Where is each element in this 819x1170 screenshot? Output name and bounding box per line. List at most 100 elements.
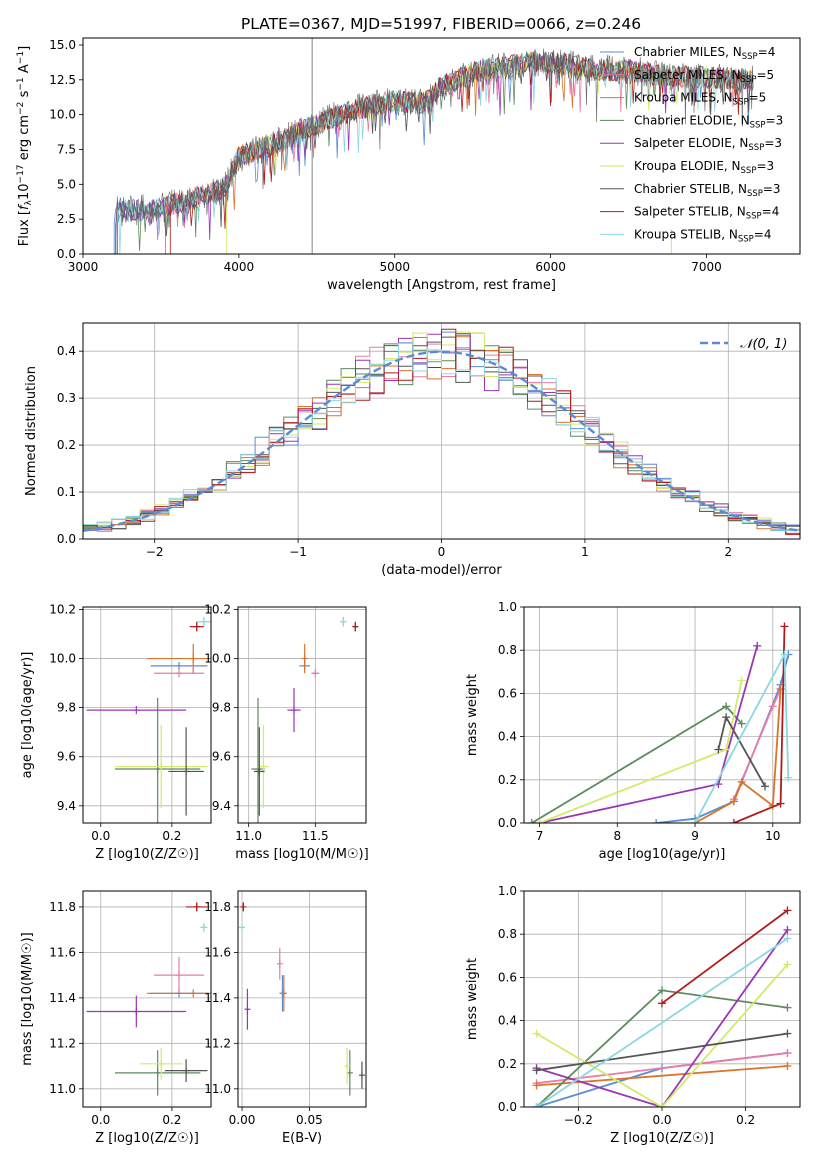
y-tick-label: 11.2 — [49, 1036, 76, 1050]
axes-frame — [82, 606, 212, 824]
errorbar-point — [346, 1050, 353, 1096]
mass-weight-marker — [783, 1003, 792, 1012]
y-axis-label: age [log10(age/yr)] — [20, 652, 35, 779]
axes-frame — [82, 322, 801, 540]
mass-weight-series — [661, 909, 789, 1005]
errorbar-point — [150, 661, 208, 670]
y-tick-label: 0.2 — [498, 1057, 517, 1071]
residuals-axes: −2 −1 0 1 2 0.0 0.1 0.2 0.3 0.4 (data-model)/error… — [24, 322, 801, 578]
y-tick-label: 0.1 — [57, 485, 76, 499]
x-tick-label: 0.2 — [736, 1113, 755, 1127]
y-axis-label: mass weight — [465, 958, 480, 1040]
x-axis-label: mass [log10(M/M☉)] — [235, 847, 368, 862]
normal-reference-curve — [83, 350, 800, 532]
x-tick-label: 0.2 — [162, 829, 181, 843]
errorbar-point — [168, 727, 204, 816]
mass-weight-marker — [658, 986, 666, 995]
errorbar-point — [240, 902, 247, 912]
age_vs_Z-axes: 0.0 0.2 9.4 9.6 9.8 10.0 10.2 Z [log10(Z/Z☉)] ag… — [20, 602, 212, 862]
y-tick-label: 7.5 — [57, 142, 76, 156]
errorbar-point — [115, 697, 201, 823]
y-tick-label: 1.0 — [498, 600, 517, 614]
y-tick-label: 11.6 — [49, 945, 76, 959]
mass-weight-series — [536, 1032, 788, 1072]
y-tick-label: 11.8 — [204, 900, 231, 914]
clip-massweight_vs_Z-marks — [532, 906, 792, 1107]
errorbar-point — [186, 902, 208, 912]
x-tick-label: 11.5 — [302, 829, 329, 843]
errorbar-point — [280, 975, 287, 1012]
errorbar-point — [200, 922, 208, 932]
x-axis-label: age [log10(age/yr)] — [599, 847, 726, 862]
mass-weight-marker — [768, 702, 777, 711]
model-spectrum-line — [169, 52, 753, 254]
errorbar-point — [164, 1059, 208, 1082]
massweight_vs_Z-axes: −0.2 0.0 0.2 0.0 0.2 0.4 0.6 0.8 1.0 Z [log10(Z/Z… — [465, 884, 801, 1146]
clip-spec-marks — [113, 38, 754, 254]
residual-histogram — [83, 342, 800, 537]
x-tick-label: 10 — [765, 829, 780, 843]
y-tick-label: 0.0 — [57, 247, 76, 261]
mass-weight-marker — [532, 1029, 541, 1038]
y-axis-label: Flux [fλ 10−17 erg cm−2 s−1 A−1 ] — [16, 46, 34, 247]
mass-weight-marker — [783, 934, 792, 943]
mass-weight-series — [536, 929, 789, 1107]
mass-weight-marker — [714, 745, 723, 754]
y-tick-label: 0.6 — [498, 970, 517, 984]
y-tick-label: 0.2 — [498, 773, 517, 787]
y-tick-label: 11.8 — [49, 900, 76, 914]
errorbar-point — [287, 688, 301, 733]
age_vs_mass-axes: 11.0 11.5 9.4 9.6 9.8 10.0 10.2 mass [log10(M/M… — [204, 602, 368, 862]
errorbar-point — [340, 616, 347, 627]
mass-weight-marker — [729, 819, 738, 823]
mass-weight-marker — [761, 782, 770, 791]
mass-weight-marker — [652, 819, 661, 823]
y-tick-label: 0.0 — [57, 532, 76, 546]
spectrum-axes: 3000 4000 5000 6000 7000 0.0 2.5 5.0 7.5 10.0 12.5… — [16, 37, 801, 293]
y-tick-label: 11.4 — [204, 991, 231, 1005]
x-axis-label: (data-model)/error — [381, 563, 502, 578]
mass-weight-marker — [532, 1081, 541, 1090]
y-tick-label: 9.8 — [212, 701, 231, 715]
y-tick-label: 10.0 — [49, 108, 76, 122]
mass-weight-marker — [535, 819, 544, 823]
y-tick-label: 9.4 — [57, 799, 76, 813]
y-tick-label: 0.0 — [498, 816, 517, 830]
mass-weight-marker — [776, 799, 785, 808]
y-tick-label: 11.0 — [204, 1082, 231, 1096]
x-tick-label: 7 — [536, 829, 544, 843]
model-spectrum-line — [115, 52, 753, 254]
mass-weight-marker — [729, 797, 738, 806]
mass-weight-marker — [737, 719, 746, 728]
x-axis-label: Z [log10(Z/Z☉)] — [95, 847, 199, 862]
errorbar-point — [244, 988, 251, 1030]
y-tick-label: 12.5 — [49, 73, 76, 87]
y-tick-label: 9.4 — [212, 799, 231, 813]
mass-weight-series — [539, 645, 759, 823]
legend-entry-8: Salpeter STELIB, NSSP=4 — [634, 205, 779, 222]
model-spectrum-line — [115, 52, 753, 254]
x-tick-label: 8 — [613, 829, 621, 843]
mass_vs_Z-axes: 0.0 0.2 11.0 11.2 11.4 11.6 11.8 Z [log10(Z/Z☉)… — [20, 890, 212, 1146]
errorbar-point — [311, 669, 320, 678]
x-tick-label: 1 — [581, 545, 589, 559]
mass-weight-marker — [780, 650, 789, 659]
x-tick-label: 7000 — [691, 260, 722, 274]
x-tick-label: 0.0 — [91, 829, 110, 843]
y-tick-label: 0.4 — [498, 730, 517, 744]
mass-weight-series — [536, 1065, 788, 1087]
mass-weight-marker — [783, 925, 792, 934]
mass-weight-marker — [722, 745, 731, 754]
y-tick-label: 1.0 — [498, 884, 517, 898]
x-tick-label: 6000 — [535, 260, 566, 274]
legend-entry-4: Chabrier ELODIE, NSSP=3 — [634, 113, 783, 130]
x-tick-label: 0.0 — [652, 1113, 671, 1127]
x-tick-label: 0.2 — [162, 1113, 181, 1127]
x-tick-label: −2 — [146, 545, 164, 559]
errorbar-point — [276, 947, 283, 980]
legend-entry-9: Kroupa STELIB, NSSP=4 — [634, 227, 772, 244]
errorbar-point — [258, 724, 269, 809]
mass-weight-marker — [753, 641, 762, 650]
x-tick-label: 11.0 — [235, 829, 262, 843]
